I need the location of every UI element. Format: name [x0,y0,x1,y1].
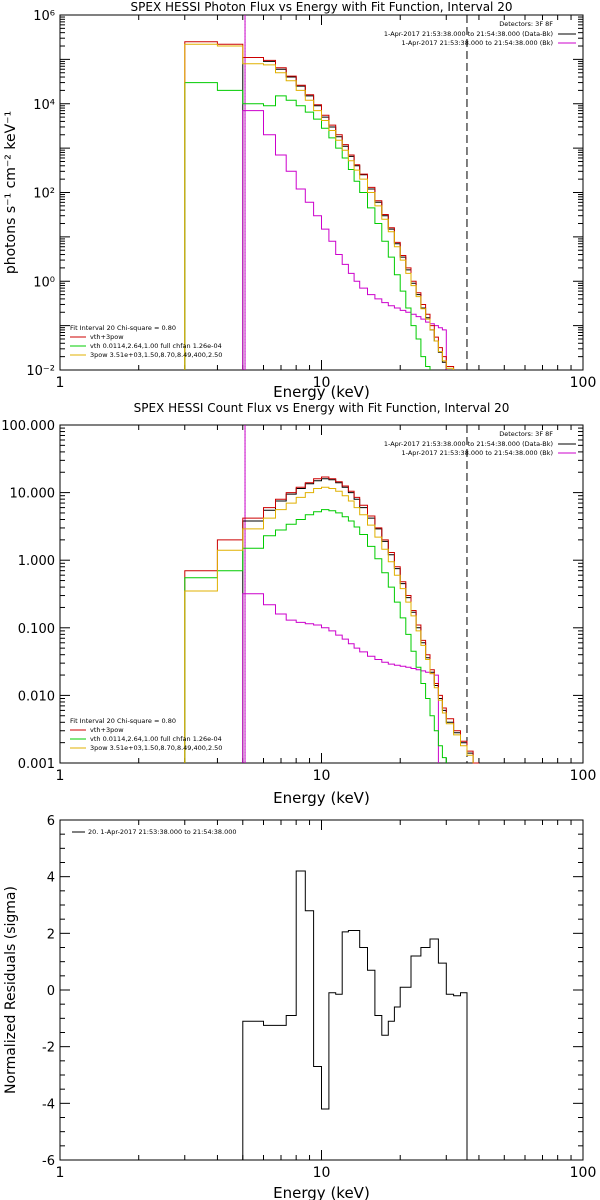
series-line [184,82,431,370]
x-tick-label: 100 [570,375,597,391]
y-axis-label: photons s⁻¹ cm⁻² keV⁻¹ [3,111,19,274]
count-flux-plot: SPEX HESSI Count Flux vs Energy with Fit… [1,401,596,807]
legend-entry: Fit Interval 20 Chi-square = 0.80 [70,717,176,725]
x-axis-label: Energy (keV) [273,1184,370,1200]
legend-entry: 20. 1-Apr-2017 21:53:38.000 to 21:54:38.… [88,828,237,836]
x-tick-label: 10 [313,768,331,784]
x-tick-label: 100 [570,768,597,784]
legend-entry: 3pow 3.51e+03,1.50,8.70,8.49,400,2.50 [90,351,222,359]
legend-entry: 1-Apr-2017 21:53:38.000 to 21:54:38.000 … [402,39,553,47]
y-tick-label: 4 [47,871,55,886]
y-tick-label: 100.000 [1,419,55,434]
y-tick-label: 10⁶ [33,9,55,24]
x-axis-label: Energy (keV) [273,789,370,807]
plot-frame [59,14,584,371]
series-line [242,57,447,370]
residuals-plot: 1 10 100 Energy (keV) -6 -4 -2 0 2 4 6 Normalized R… [3,814,596,1200]
x-tick-label: 1 [56,375,65,391]
series-line [242,110,447,370]
x-tick-label: 10 [313,375,331,391]
legend-entry: 1-Apr-2017 21:53:38.000 to 21:54:38.000 … [402,449,553,457]
chart-title: SPEX HESSI Count Flux vs Energy with Fit… [134,401,510,415]
y-tick-label: 10⁰ [33,275,55,290]
y-tick-label: -4 [42,1097,55,1112]
y-tick-label: -2 [42,1041,55,1056]
series-line [184,41,455,370]
y-tick-label: 10² [33,187,55,202]
x-tick-label: 1 [56,1165,65,1181]
y-tick-label: 0 [47,984,55,999]
x-axis-label: Energy (keV) [273,383,370,401]
y-tick-label: 10.000 [10,487,56,502]
series-line [242,870,468,1160]
series-line [242,478,474,763]
y-tick-label: 1.000 [18,554,55,569]
series-line [184,509,447,763]
x-tick-label: 100 [570,1165,597,1181]
plot-frame [59,424,584,764]
legend-entry: Fit Interval 20 Chi-square = 0.80 [70,324,176,332]
y-tick-label: 6 [47,814,55,829]
y-axis-label: Normalized Residuals (sigma) [3,886,19,1094]
photon-flux-plot: SPEX HESSI Photon Flux vs Energy with Fi… [3,0,596,401]
y-tick-label: 0.100 [18,622,55,637]
y-tick-label: 10⁻² [26,364,55,379]
series-line [184,476,479,764]
series-line [184,486,474,763]
legend-entry: vth 0.0114,2.64,1.00 full chfan 1.26e-04 [90,342,222,350]
legend-header: Detectors: 3F 8F [499,20,553,28]
y-tick-label: 10⁴ [33,98,55,113]
legend-entry: vth+3pow [90,726,124,734]
series-line [242,593,439,763]
x-tick-label: 10 [313,1165,331,1181]
series-line [184,43,455,370]
y-tick-label: -6 [42,1154,55,1169]
legend-header: Detectors: 3F 8F [499,430,553,438]
y-tick-label: 0.010 [18,689,55,704]
y-tick-label: 0.001 [18,757,55,772]
legend-entry: 1-Apr-2017 21:53:38.000 to 21:54:38.000 … [384,440,553,448]
legend-entry: 1-Apr-2017 21:53:38.000 to 21:54:38.000 … [384,30,553,38]
chart-title: SPEX HESSI Photon Flux vs Energy with Fi… [131,0,513,14]
legend-entry: 3pow 3.51e+03,1.50,8.70,8.49,400,2.50 [90,744,222,752]
x-tick-label: 1 [56,768,65,784]
legend-entry: vth+3pow [90,333,124,341]
y-tick-label: 2 [47,927,55,942]
legend-entry: vth 0.0114,2.64,1.00 full chfan 1.26e-04 [90,735,222,743]
